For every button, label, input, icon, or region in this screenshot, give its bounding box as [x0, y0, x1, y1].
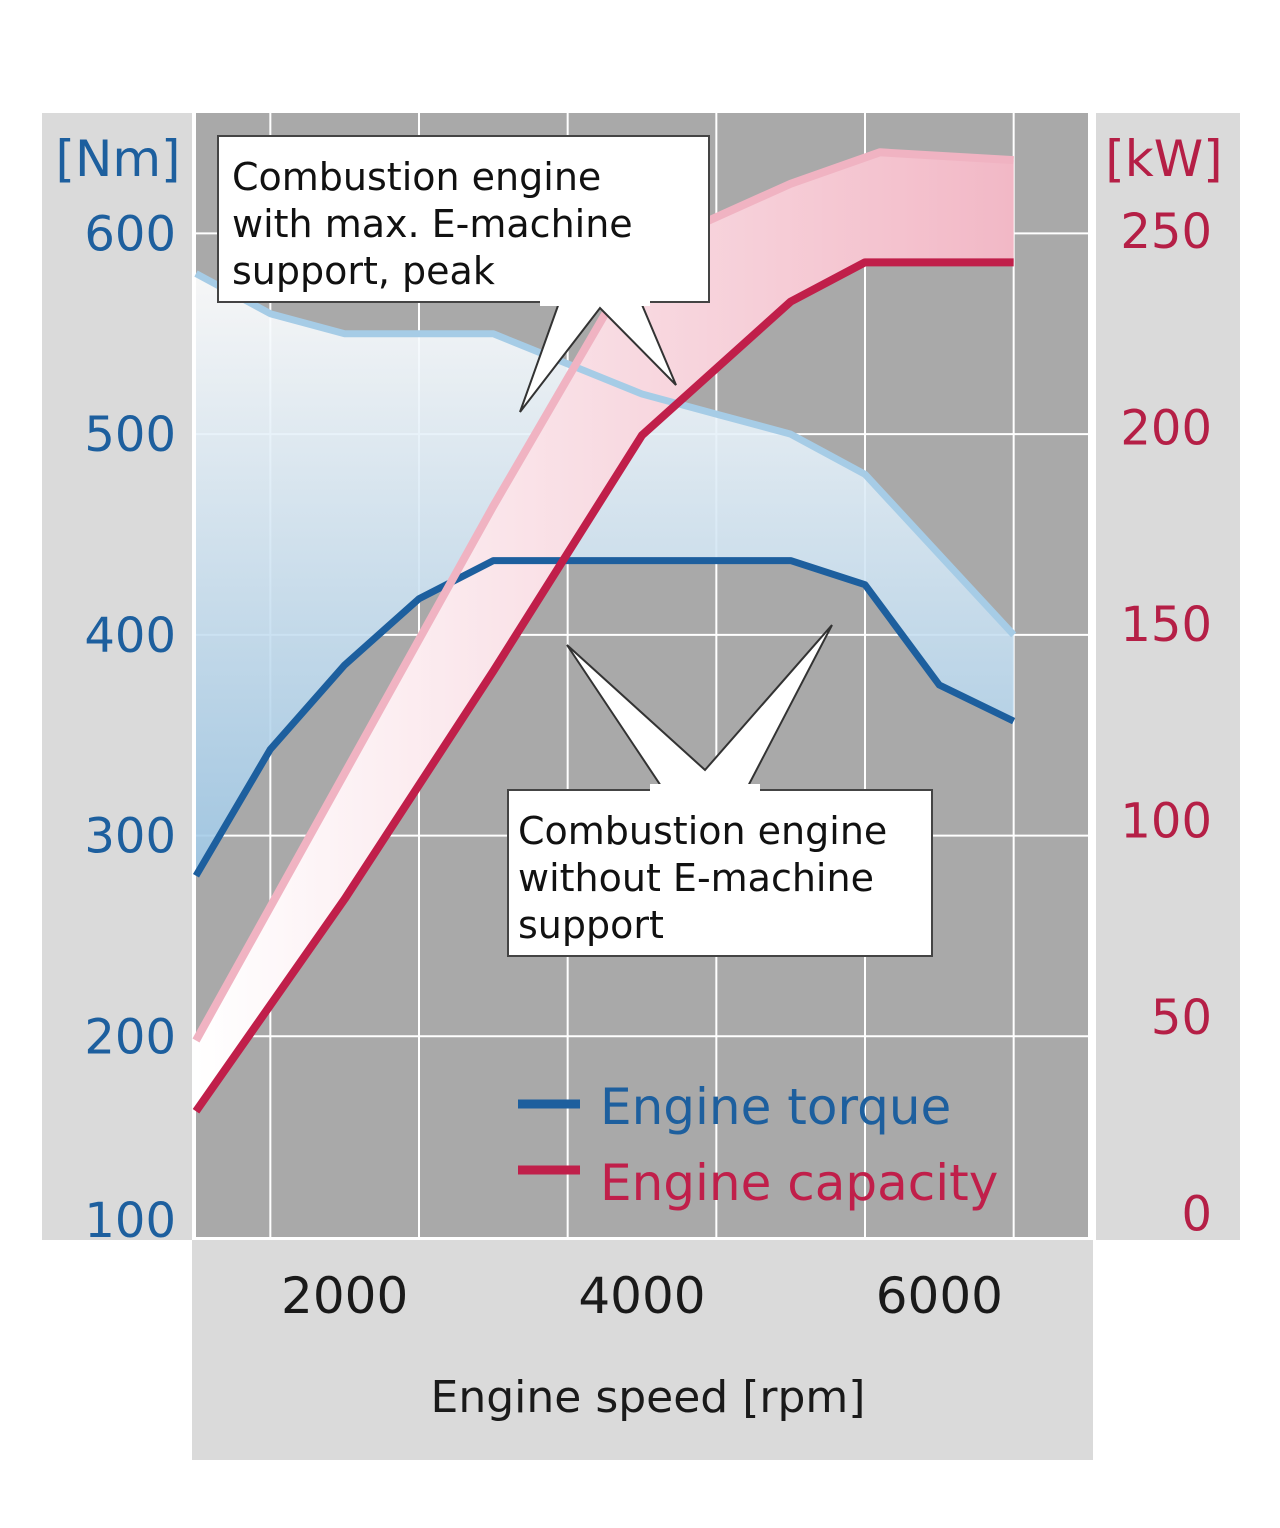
y-right-tick-label: 0 — [1181, 1186, 1212, 1242]
y-left-tick-label: 200 — [84, 1009, 176, 1065]
callout-peak: Combustion engine with max. E-machine su… — [217, 135, 710, 413]
power-gain-band — [196, 152, 1014, 1112]
callout-base: Combustion engine without E-machine supp… — [507, 624, 933, 957]
x-tick-label: 6000 — [876, 1267, 1003, 1325]
power-line — [192, 258, 1014, 1114]
y-right-tick-label: 100 — [1120, 793, 1212, 849]
y-left-tick-label: 500 — [84, 407, 176, 463]
y-right-unit: [kW] — [1105, 130, 1222, 188]
callout-peak-box — [217, 135, 710, 303]
y-right-tick-label: 150 — [1120, 597, 1212, 653]
callout-peak-line-2: with max. E-machine — [232, 202, 633, 246]
left-axis-panel — [42, 113, 192, 1240]
y-right-tick-label: 200 — [1120, 400, 1212, 456]
callout-base-line-1: Combustion engine — [518, 809, 887, 853]
y-left-tick-label: 100 — [84, 1193, 176, 1249]
callout-peak-line-3: support, peak — [232, 249, 495, 293]
legend: Engine torque Engine capacity — [518, 1078, 998, 1212]
torque-peak-line — [194, 270, 1017, 638]
x-axis-label: Engine speed [rpm] — [431, 1372, 866, 1423]
callout-base-line-3: support — [518, 903, 664, 947]
right-axis-panel — [1096, 113, 1240, 1240]
legend-capacity-label: Engine capacity — [600, 1154, 998, 1212]
callout-peak-line-1: Combustion engine — [232, 155, 601, 199]
torque-line — [192, 557, 1016, 878]
x-tick-label: 4000 — [578, 1267, 705, 1325]
y-left-tick-label: 600 — [84, 206, 176, 262]
legend-torque-label: Engine torque — [600, 1078, 951, 1136]
bottom-axis-panel — [192, 1240, 1093, 1460]
y-left-tick-label: 300 — [84, 809, 176, 865]
torque-gain-band — [196, 273, 1014, 876]
callout-base-line-2: without E-machine — [518, 856, 874, 900]
y-left-unit: [Nm] — [55, 130, 180, 188]
y-left-tick-label: 400 — [84, 608, 176, 664]
y-right-tick-label: 250 — [1120, 204, 1212, 260]
y-right-tick-label: 50 — [1151, 990, 1212, 1046]
x-tick-label: 2000 — [281, 1267, 408, 1325]
